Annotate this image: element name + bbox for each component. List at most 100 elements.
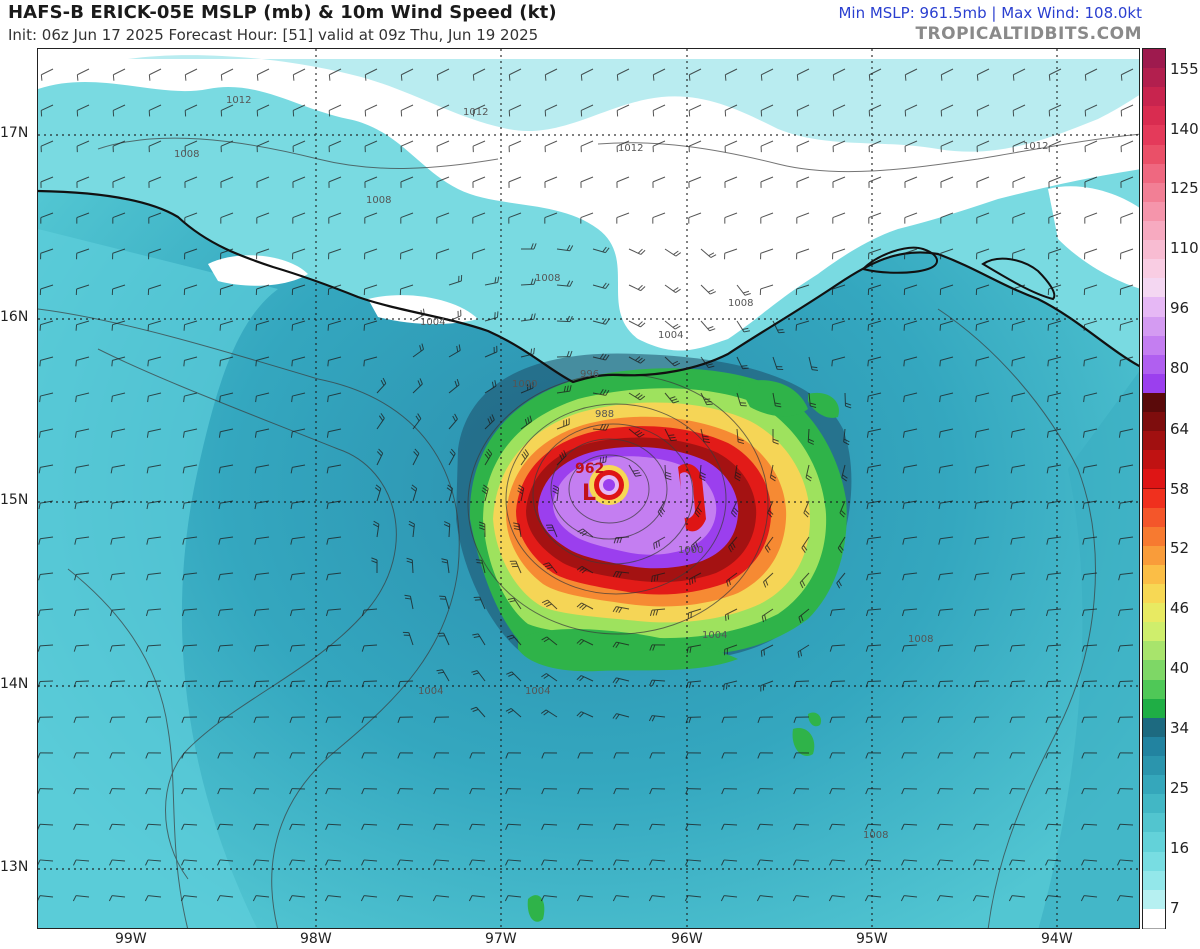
wind-barb-feather — [406, 560, 413, 564]
wind-barb — [976, 464, 990, 468]
wind-barb-feather — [1118, 431, 1121, 438]
wind-barb — [481, 560, 486, 574]
colorbar-label-58: 58 — [1170, 480, 1190, 498]
wind-barb — [1048, 284, 1062, 290]
wind-barb — [1084, 572, 1098, 575]
wind-barb-feather — [757, 824, 761, 830]
wind-barb-feather — [936, 895, 941, 902]
wind-barb — [832, 104, 846, 111]
wind-barb-feather — [708, 252, 715, 257]
wind-barb-feather — [569, 350, 573, 357]
wind-barb — [760, 895, 774, 898]
wind-barb-feather — [973, 788, 977, 795]
wind-barb-feather — [634, 392, 641, 398]
wind-barb-feather — [541, 599, 548, 604]
wind-barb — [220, 284, 234, 290]
wind-barb — [724, 104, 738, 111]
land-clear-1 — [208, 255, 308, 286]
wind-barb-feather — [524, 449, 529, 455]
wind-barb — [436, 212, 450, 219]
wind-barb-feather — [868, 74, 871, 81]
wind-barb-feather — [292, 74, 295, 81]
wind-barb-feather — [665, 474, 672, 478]
wind-barb — [904, 895, 918, 898]
wind-barb — [1048, 572, 1062, 575]
wind-barb — [808, 356, 813, 370]
wind-barb — [592, 248, 606, 254]
isobar-label: 1012 — [1023, 141, 1048, 152]
wind-barb-feather — [1045, 859, 1049, 866]
wind-barb-feather — [649, 679, 653, 686]
wind-barb — [112, 500, 126, 504]
wind-barb — [941, 68, 954, 76]
wind-barb — [476, 670, 486, 682]
wind-barb — [111, 823, 126, 826]
wind-barb-feather — [793, 717, 797, 724]
wind-barb — [472, 248, 486, 254]
wind-barb — [652, 104, 666, 111]
wind-barb — [1084, 859, 1098, 862]
wind-barb — [759, 823, 774, 826]
wind-barb — [976, 895, 990, 898]
wind-barb — [976, 392, 990, 397]
wind-barb — [652, 176, 666, 183]
wind-barb-feather — [865, 824, 869, 830]
wind-barb-feather — [552, 487, 559, 492]
wind-barb — [255, 644, 270, 647]
wind-barb-feather — [842, 474, 848, 479]
wind-barb — [904, 859, 918, 862]
wind-barb — [904, 572, 918, 575]
wind-barb-feather — [1048, 74, 1051, 81]
isobar-label: 1012 — [618, 143, 643, 154]
wind-barb — [40, 392, 54, 397]
wind-barb — [411, 559, 414, 574]
wind-barb — [1120, 140, 1134, 147]
land-clear-3 — [1048, 186, 1139, 289]
wind-barb — [904, 464, 918, 468]
map-canvas[interactable]: 1012 1012 1012 1012 1008 1008 1008 1008 … — [38, 49, 1140, 929]
wind-barb-feather — [450, 448, 456, 454]
wind-barb — [520, 283, 535, 286]
wind-barb — [76, 464, 90, 468]
wind-barb-feather — [657, 511, 663, 518]
wind-barb — [364, 859, 378, 862]
map-panel[interactable]: 1012 1012 1012 1012 1008 1008 1008 1008 … — [37, 48, 1140, 929]
land-wind-patch — [38, 82, 1139, 382]
wind-barb-feather — [725, 683, 728, 690]
wind-barb-feather — [809, 402, 816, 406]
colorbar-segment — [1143, 125, 1165, 146]
wind-barb — [1011, 823, 1026, 826]
wind-barb — [435, 823, 450, 826]
wind-barb — [652, 212, 666, 219]
wind-barb — [1012, 284, 1026, 290]
colorbar-label-46: 46 — [1170, 599, 1190, 617]
wind-barb-feather — [433, 788, 437, 795]
wind-barb — [724, 212, 738, 219]
wind-barb-feather — [254, 538, 257, 545]
wind-barb-feather — [613, 824, 617, 830]
wind-barb-feather — [1118, 538, 1121, 545]
wind-barb — [256, 859, 270, 862]
wind-barb-feather — [613, 537, 617, 544]
colorbar-label-7: 7 — [1170, 899, 1180, 917]
wind-barb — [544, 859, 558, 862]
wind-barb — [400, 248, 414, 254]
wind-barb — [256, 500, 270, 504]
wind-barb-feather — [760, 74, 763, 81]
wind-barb-feather — [579, 567, 585, 572]
wind-barb-feather — [363, 360, 365, 367]
wind-barb — [767, 500, 774, 514]
wind-barb-feather — [505, 708, 512, 712]
wind-barb-feather — [901, 717, 905, 724]
wind-barb-feather — [724, 74, 727, 81]
wind-barb-feather — [808, 441, 814, 445]
wind-barb-feather — [410, 487, 417, 492]
wind-barb-feather — [937, 824, 941, 830]
wind-barb-feather — [829, 824, 833, 830]
colorbar-label-25: 25 — [1170, 779, 1190, 797]
wind-barb-feather — [523, 451, 528, 458]
wind-barb — [183, 680, 198, 683]
wind-barb-feather — [865, 645, 869, 652]
wind-barb-feather — [148, 74, 151, 81]
wind-barb — [376, 383, 387, 394]
